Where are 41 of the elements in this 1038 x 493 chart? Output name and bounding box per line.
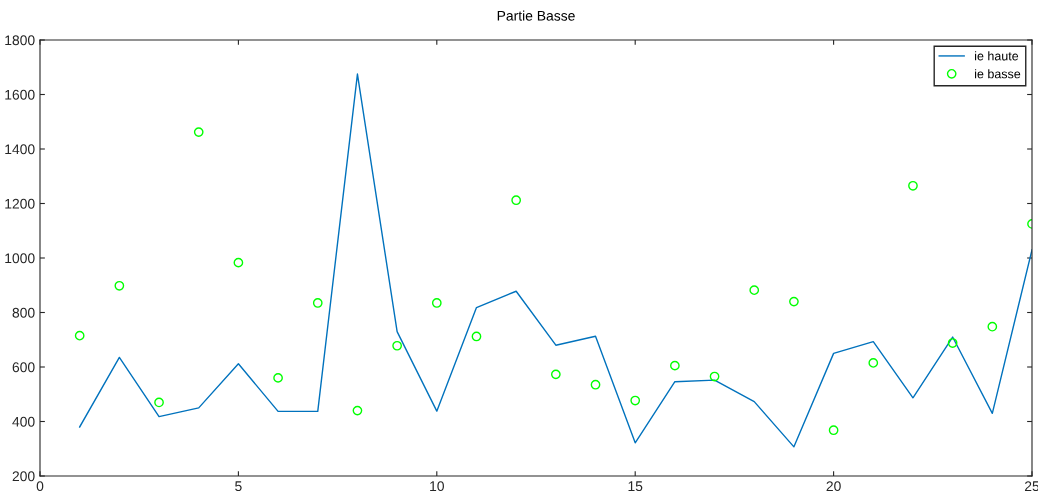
legend-label: ie haute bbox=[975, 51, 1019, 61]
point bbox=[987, 321, 998, 332]
point bbox=[193, 127, 204, 137]
point bbox=[154, 397, 164, 408]
point bbox=[471, 331, 482, 342]
point bbox=[828, 425, 839, 436]
x-tick-label: 5 bbox=[235, 481, 242, 492]
y-tick-label: 600 bbox=[12, 362, 35, 373]
point bbox=[74, 330, 85, 341]
point bbox=[749, 285, 760, 296]
y-tick-label: 800 bbox=[12, 307, 35, 318]
point bbox=[273, 373, 283, 383]
point bbox=[233, 257, 244, 268]
point bbox=[947, 338, 958, 348]
point bbox=[392, 340, 402, 351]
y-tick-label: 1000 bbox=[5, 253, 35, 264]
x-tick-label: 0 bbox=[36, 481, 44, 492]
point bbox=[709, 371, 720, 382]
x-tick-label: 20 bbox=[826, 481, 841, 492]
point bbox=[789, 296, 799, 307]
chart-title: Partie Basse bbox=[497, 10, 575, 21]
y-tick-label: 400 bbox=[12, 416, 35, 427]
point bbox=[868, 358, 879, 368]
point bbox=[908, 180, 918, 191]
point bbox=[114, 280, 125, 291]
point bbox=[670, 360, 680, 371]
y-tick-label: 1800 bbox=[5, 35, 35, 46]
point bbox=[511, 195, 522, 206]
x-tick-label: 15 bbox=[628, 481, 643, 492]
y-tick-label: 1400 bbox=[5, 144, 35, 155]
y-tick-label: 1600 bbox=[5, 89, 35, 100]
y-tick-label: 1200 bbox=[5, 198, 35, 209]
x-tick-label: 10 bbox=[430, 481, 444, 492]
point bbox=[550, 369, 561, 380]
point bbox=[312, 298, 323, 308]
point bbox=[431, 298, 442, 308]
point bbox=[590, 379, 601, 390]
point bbox=[352, 405, 363, 416]
y-tick-label: 200 bbox=[12, 471, 35, 482]
point bbox=[630, 395, 641, 406]
legend-label: ie basse bbox=[975, 69, 1021, 79]
